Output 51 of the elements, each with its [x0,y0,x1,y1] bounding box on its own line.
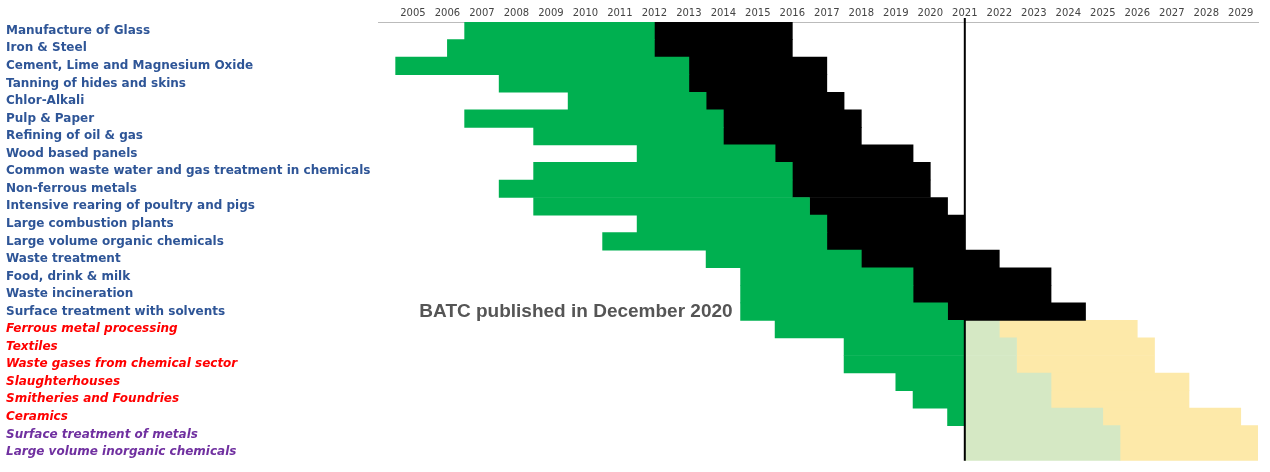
y-tick-label: Textiles [6,338,58,353]
y-tick-label: Common waste water and gas treatment in chemicals [6,163,371,178]
x-tick-label: 2017 [814,6,840,18]
x-tick-label: 2026 [1124,6,1150,18]
y-tick-label: Tanning of hides and skins [6,75,186,90]
y-tick-label: Refining of oil & gas [6,128,144,143]
x-tick-label: 2025 [1090,6,1116,18]
x-tick-label: 2007 [469,6,495,18]
y-tick-label: Waste gases from chemical sector [6,356,239,371]
x-tick-label: 2005 [400,6,426,18]
y-tick-label: Iron & Steel [6,40,87,55]
x-tick-label: 2027 [1159,6,1185,18]
x-tick-label: 2029 [1228,6,1254,18]
x-tick-label: 2022 [986,6,1013,18]
x-tick-label: 2011 [607,6,633,18]
x-tick-label: 2028 [1193,6,1219,18]
x-tick-label: 2006 [434,6,461,18]
y-tick-label: Intensive rearing of poultry and pigs [6,198,255,213]
y-tick-label: Large combustion plants [6,215,174,230]
x-tick-label: 2013 [676,6,702,18]
y-tick-label: Pulp & Paper [6,110,95,125]
y-tick-label: Surface treatment of metals [6,426,198,441]
y-tick-label: Smitheries and Foundries [6,391,180,406]
y-tick-label: Waste treatment [6,251,121,266]
y-tick-label: Manufacture of Glass [6,22,151,37]
y-tick-label: Non-ferrous metals [6,180,137,195]
x-tick-label: 2008 [503,6,530,18]
x-tick-label: 2016 [779,6,806,18]
x-tick-label: 2021 [952,6,978,18]
y-tick-label: Food, drink & milk [6,268,132,283]
x-tick-label: 2010 [572,6,599,18]
x-tick-label: 2019 [883,6,909,18]
y-tick-label: Large volume organic chemicals [6,233,224,248]
y-tick-label: Chlor-Alkali [6,93,85,108]
x-tick-label: 2020 [917,6,944,18]
x-tick-label: 2012 [641,6,668,18]
y-tick-label: Large volume inorganic chemicals [6,444,237,459]
y-tick-label: Surface treatment with solvents [6,303,226,318]
x-tick-label: 2014 [710,6,737,18]
x-tick-label: 2024 [1055,6,1082,18]
x-tick-label: 2009 [538,6,564,18]
annotation: BATC published in December 2020 [419,299,733,321]
y-tick-label: Cement, Lime and Magnesium Oxide [6,58,254,72]
y-tick-label: Wood based panels [6,145,138,160]
x-tick-label: 2018 [848,6,875,18]
x-tick-label: 2015 [745,6,771,18]
y-tick-label: Waste incineration [6,286,134,301]
y-tick-label: Ceramics [6,409,68,424]
x-tick-label: 2023 [1021,6,1047,18]
y-tick-label: Slaughterhouses [6,373,121,388]
y-tick-label: Ferrous metal processing [6,321,179,336]
